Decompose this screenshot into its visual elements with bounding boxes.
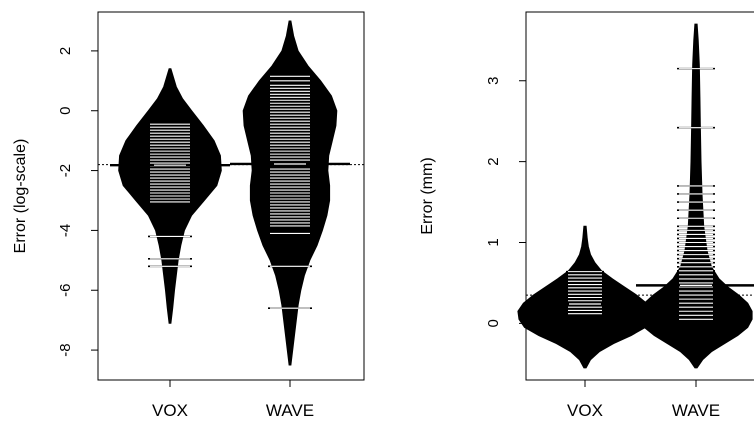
y-tick-label: -8 bbox=[57, 343, 74, 356]
bean-wave: WAVE bbox=[636, 23, 754, 420]
y-tick-label: 2 bbox=[57, 47, 74, 55]
beanplot-panel-right: 0 1 2 3 Error (mm) VOX WAVE bbox=[419, 11, 754, 420]
y-tick-label: 2 bbox=[485, 157, 502, 165]
x-category-label: VOX bbox=[152, 401, 188, 420]
plot-frame bbox=[97, 11, 365, 381]
y-axis-title: Error (log-scale) bbox=[12, 139, 29, 254]
plot-frame bbox=[525, 11, 754, 381]
y-tick-label: -2 bbox=[57, 164, 74, 177]
beanplot-panel-left: -8 -6 -4 -2 0 2 Error (log-scale) VOX WAVE bbox=[12, 11, 365, 420]
bean-vox: VOX bbox=[517, 225, 653, 420]
y-tick-label: 0 bbox=[57, 107, 74, 115]
bean-wave: WAVE bbox=[230, 20, 350, 420]
y-axis-title: Error (mm) bbox=[419, 157, 436, 234]
y-tick-label: 0 bbox=[485, 319, 502, 327]
bean-vox: VOX bbox=[110, 68, 230, 420]
y-tick-label: -4 bbox=[57, 224, 74, 237]
bean-density bbox=[639, 23, 753, 369]
x-category-label: WAVE bbox=[266, 401, 314, 420]
x-category-label: VOX bbox=[567, 401, 603, 420]
y-tick-label: 3 bbox=[485, 77, 502, 85]
x-category-label: WAVE bbox=[672, 401, 720, 420]
y-tick-label: 1 bbox=[485, 238, 502, 246]
y-tick-label: -6 bbox=[57, 284, 74, 297]
